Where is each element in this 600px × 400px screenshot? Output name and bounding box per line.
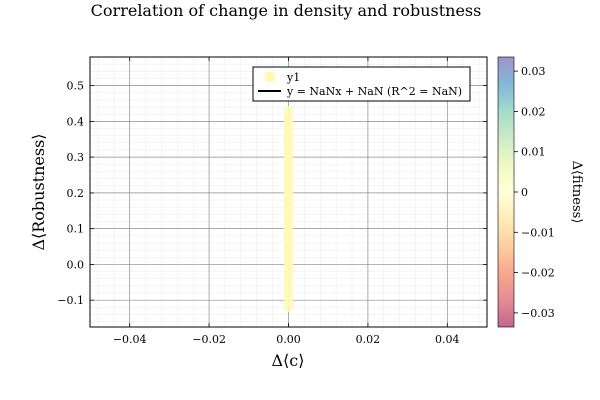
legend-marker-y1 — [264, 71, 276, 83]
colorbar-tick-label: 0.01 — [521, 146, 546, 159]
legend-box — [252, 66, 471, 102]
colorbar-ticks: −0.03 −0.02 −0.01 0 0.01 0.02 0.03 — [514, 65, 555, 320]
data-point — [283, 105, 294, 116]
legend-label-y1: y1 — [286, 71, 300, 84]
y-tick-label: 0.1 — [67, 223, 85, 236]
x-tick-label: −0.02 — [192, 333, 226, 346]
chart-title: Correlation of change in density and rob… — [91, 1, 482, 20]
x-tick-label: −0.04 — [113, 333, 147, 346]
y-axis-label: Δ⟨Robustness⟩ — [29, 133, 48, 250]
colorbar-tick-label: 0.03 — [521, 65, 546, 78]
x-tick-label: 0.04 — [435, 333, 460, 346]
y-tick-label: 0.3 — [67, 151, 85, 164]
colorbar: −0.03 −0.02 −0.01 0 0.01 0.02 0.03 Δ⟨fitness⟩ — [497, 56, 584, 328]
y-tick-label: 0.4 — [67, 115, 85, 128]
x-tick-label: 0.02 — [356, 333, 381, 346]
legend: y1 y = NaNx + NaN (R^2 = NaN) — [252, 66, 471, 102]
x-axis-label: Δ⟨c⟩ — [272, 351, 305, 370]
x-tick-label: 0.00 — [276, 333, 301, 346]
colorbar-tick-label: 0 — [521, 186, 528, 199]
colorbar-tick-label: 0.02 — [521, 105, 546, 118]
legend-label-fit-line: y = NaNx + NaN (R^2 = NaN) — [286, 85, 462, 98]
y-tick-label: 0.2 — [67, 187, 85, 200]
colorbar-tick-label: −0.03 — [521, 307, 555, 320]
colorbar-tick-label: −0.01 — [521, 226, 555, 239]
y-tick-label: 0.0 — [67, 258, 85, 271]
y-tick-label: 0.5 — [67, 80, 85, 93]
x-axis-ticks: −0.04 −0.02 0.00 0.02 0.04 — [113, 57, 460, 346]
y-tick-label: −0.1 — [57, 294, 84, 307]
colorbar-gradient — [498, 57, 514, 327]
data-points — [283, 105, 294, 313]
colorbar-label: Δ⟨fitness⟩ — [569, 161, 584, 224]
y-axis-ticks: −0.1 0.0 0.1 0.2 0.3 0.4 0.5 — [57, 80, 487, 307]
colorbar-tick-label: −0.02 — [521, 267, 555, 280]
